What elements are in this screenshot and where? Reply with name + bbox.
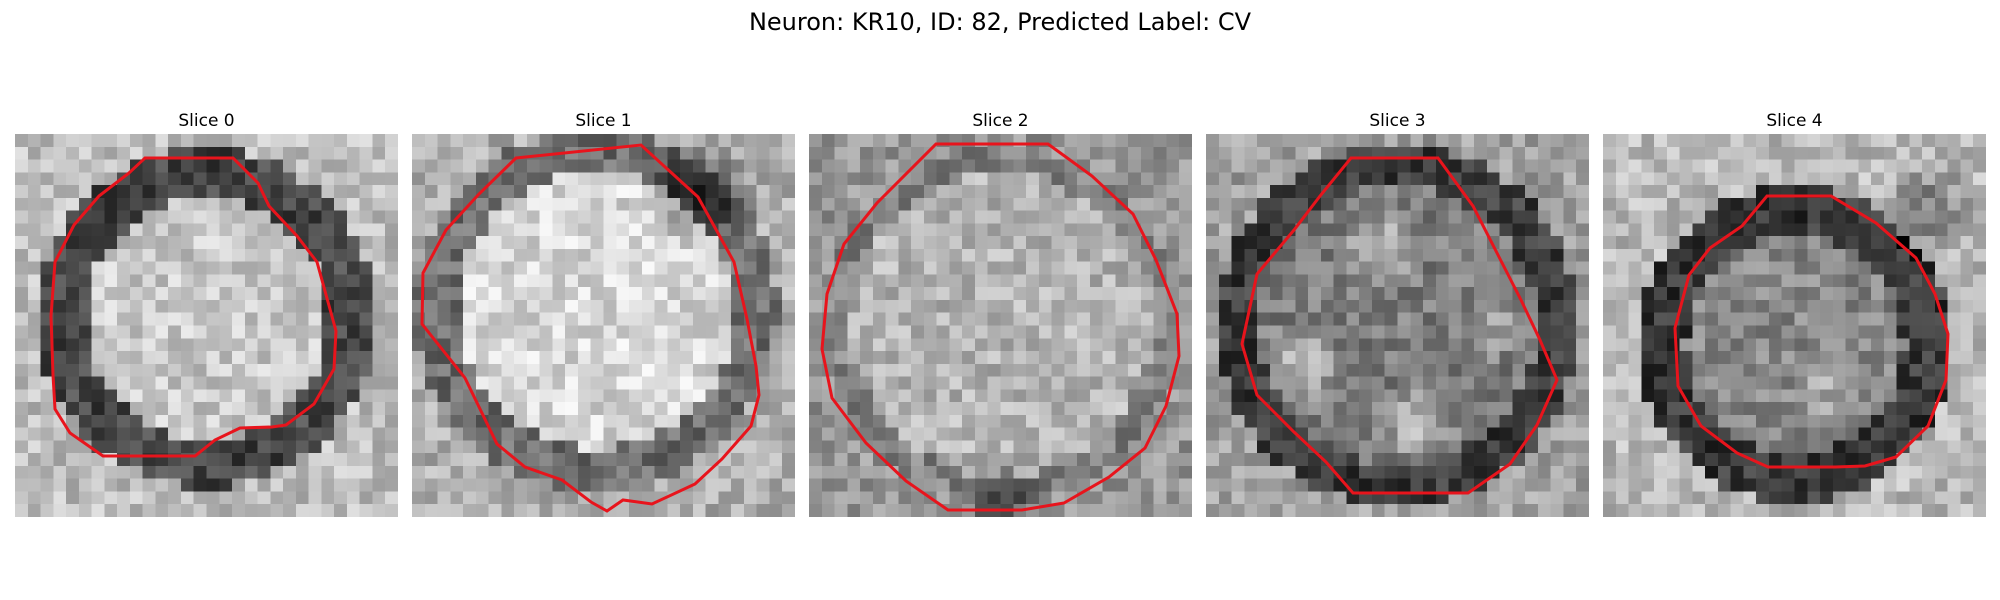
contour-line <box>1673 194 1950 469</box>
slice-panel-1: Slice 1 <box>412 108 795 517</box>
slice-contour <box>1240 156 1559 495</box>
slice-title: Slice 3 <box>1369 111 1426 131</box>
slice-image <box>1206 134 1589 517</box>
slice-title: Slice 4 <box>1766 111 1823 131</box>
slice-image <box>809 134 1192 517</box>
slice-panel-2: Slice 2 <box>809 108 1192 517</box>
slice-title: Slice 1 <box>575 111 632 131</box>
slice-panel-3: Slice 3 <box>1206 108 1589 517</box>
slice-panel-0: Slice 0 <box>15 108 398 517</box>
slice-image-pixels <box>1206 134 1589 517</box>
slice-image-pixels <box>809 134 1192 517</box>
slice-contour <box>420 143 761 513</box>
contour-line <box>1240 156 1559 495</box>
contour-line <box>820 142 1181 512</box>
slice-image <box>1603 134 1986 517</box>
figure-title: Neuron: KR10, ID: 82, Predicted Label: C… <box>748 8 1252 36</box>
slice-title: Slice 0 <box>178 111 235 131</box>
contour-line <box>420 143 761 513</box>
slice-contour <box>820 142 1181 512</box>
slice-title: Slice 2 <box>972 111 1029 131</box>
slice-contour <box>49 156 338 458</box>
slice-image-pixels <box>1603 134 1986 517</box>
slice-panel-4: Slice 4 <box>1603 108 1986 517</box>
contour-line <box>49 156 338 458</box>
slice-contour <box>1673 194 1950 469</box>
